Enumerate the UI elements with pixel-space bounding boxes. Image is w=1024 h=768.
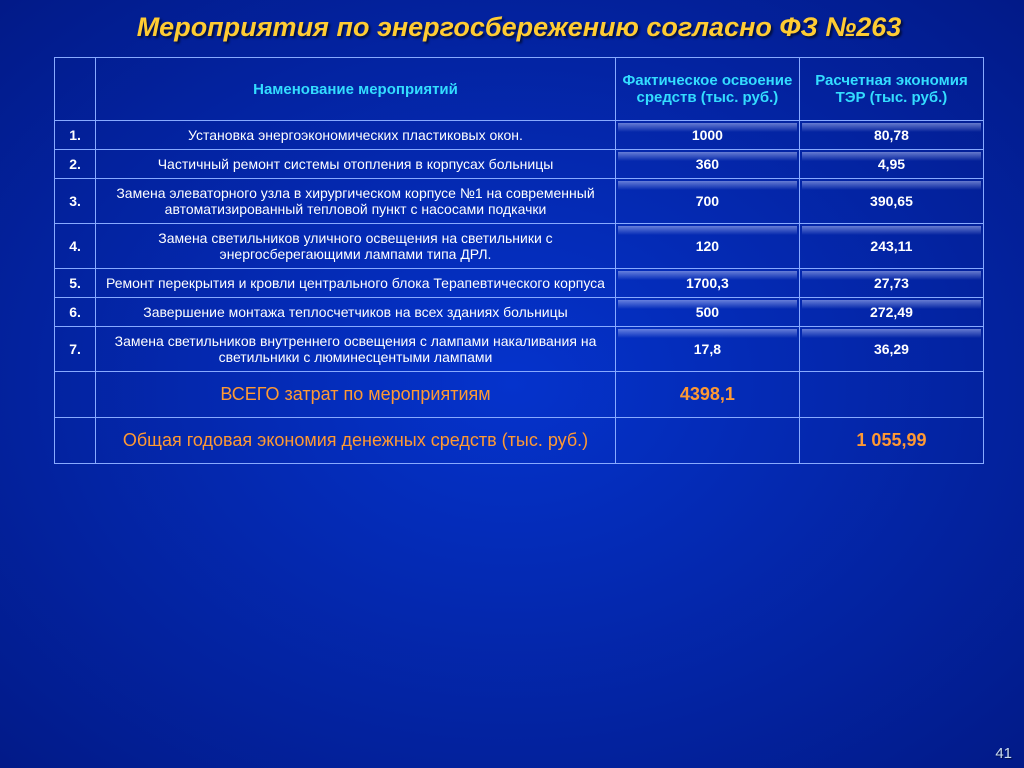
total-costs-row: ВСЕГО затрат по мероприятиям 4398,1 [55, 372, 984, 418]
row-savings: 390,65 [799, 179, 983, 224]
row-num: 5. [55, 269, 96, 298]
cell-text: 36,29 [874, 341, 909, 357]
slide-title: Мероприятия по энергосбережению согласно… [54, 12, 984, 43]
row-num: 4. [55, 224, 96, 269]
cell-text: 390,65 [870, 193, 913, 209]
cell-text: 500 [696, 304, 719, 320]
row-actual: 1000 [615, 121, 799, 150]
row-actual: 700 [615, 179, 799, 224]
row-savings: 272,49 [799, 298, 983, 327]
header-num [55, 58, 96, 121]
header-name: Наменование мероприятий [96, 58, 616, 121]
table-row: 6. Завершение монтажа теплосчетчиков на … [55, 298, 984, 327]
total-num [55, 418, 96, 464]
cell-text: 243,11 [870, 238, 912, 254]
row-savings: 36,29 [799, 327, 983, 372]
row-actual: 120 [615, 224, 799, 269]
row-actual: 17,8 [615, 327, 799, 372]
row-actual: 500 [615, 298, 799, 327]
total-savings-value: 1 055,99 [799, 418, 983, 464]
row-name: Установка энергоэкономических пластиковы… [96, 121, 616, 150]
cell-text: 17,8 [694, 341, 721, 357]
row-name: Замена светильников внутреннего освещени… [96, 327, 616, 372]
total-num [55, 372, 96, 418]
row-num: 7. [55, 327, 96, 372]
cell-text: 700 [696, 193, 719, 209]
table-row: 1. Установка энергоэкономических пластик… [55, 121, 984, 150]
total-savings-row: Общая годовая экономия денежных средств … [55, 418, 984, 464]
row-name: Завершение монтажа теплосчетчиков на все… [96, 298, 616, 327]
total-costs-empty [799, 372, 983, 418]
cell-text: 272,49 [870, 304, 913, 320]
row-name: Замена элеваторного узла в хирургическом… [96, 179, 616, 224]
cell-text: 360 [696, 156, 719, 172]
row-actual: 360 [615, 150, 799, 179]
row-num: 3. [55, 179, 96, 224]
row-name: Ремонт перекрытия и кровли центрального … [96, 269, 616, 298]
cell-text: 80,78 [874, 127, 909, 143]
row-name: Частичный ремонт системы отопления в кор… [96, 150, 616, 179]
row-savings: 80,78 [799, 121, 983, 150]
table-row: 5. Ремонт перекрытия и кровли центрально… [55, 269, 984, 298]
table-row: 2. Частичный ремонт системы отопления в … [55, 150, 984, 179]
cell-text: 4,95 [878, 156, 905, 172]
header-savings: Расчетная экономия ТЭР (тыс. руб.) [799, 58, 983, 121]
row-savings: 243,11 [799, 224, 983, 269]
row-num: 2. [55, 150, 96, 179]
header-actual: Фактическое освоение средств (тыс. руб.) [615, 58, 799, 121]
cell-text: 1000 [692, 127, 723, 143]
row-name: Замена светильников уличного освещения н… [96, 224, 616, 269]
row-num: 1. [55, 121, 96, 150]
total-savings-label: Общая годовая экономия денежных средств … [96, 418, 616, 464]
slide: Мероприятия по энергосбережению согласно… [0, 0, 1024, 768]
table-row: 7. Замена светильников внутреннего освещ… [55, 327, 984, 372]
total-costs-label: ВСЕГО затрат по мероприятиям [96, 372, 616, 418]
cell-text: 1700,3 [686, 275, 729, 291]
activities-table: Наменование мероприятий Фактическое осво… [54, 57, 984, 464]
cell-text: 27,73 [874, 275, 909, 291]
page-number: 41 [995, 745, 1012, 762]
table-row: 4. Замена светильников уличного освещени… [55, 224, 984, 269]
row-savings: 4,95 [799, 150, 983, 179]
table-header-row: Наменование мероприятий Фактическое осво… [55, 58, 984, 121]
row-num: 6. [55, 298, 96, 327]
cell-text: 120 [696, 238, 719, 254]
table-row: 3. Замена элеваторного узла в хирургичес… [55, 179, 984, 224]
total-savings-empty [615, 418, 799, 464]
total-costs-value: 4398,1 [615, 372, 799, 418]
row-savings: 27,73 [799, 269, 983, 298]
row-actual: 1700,3 [615, 269, 799, 298]
